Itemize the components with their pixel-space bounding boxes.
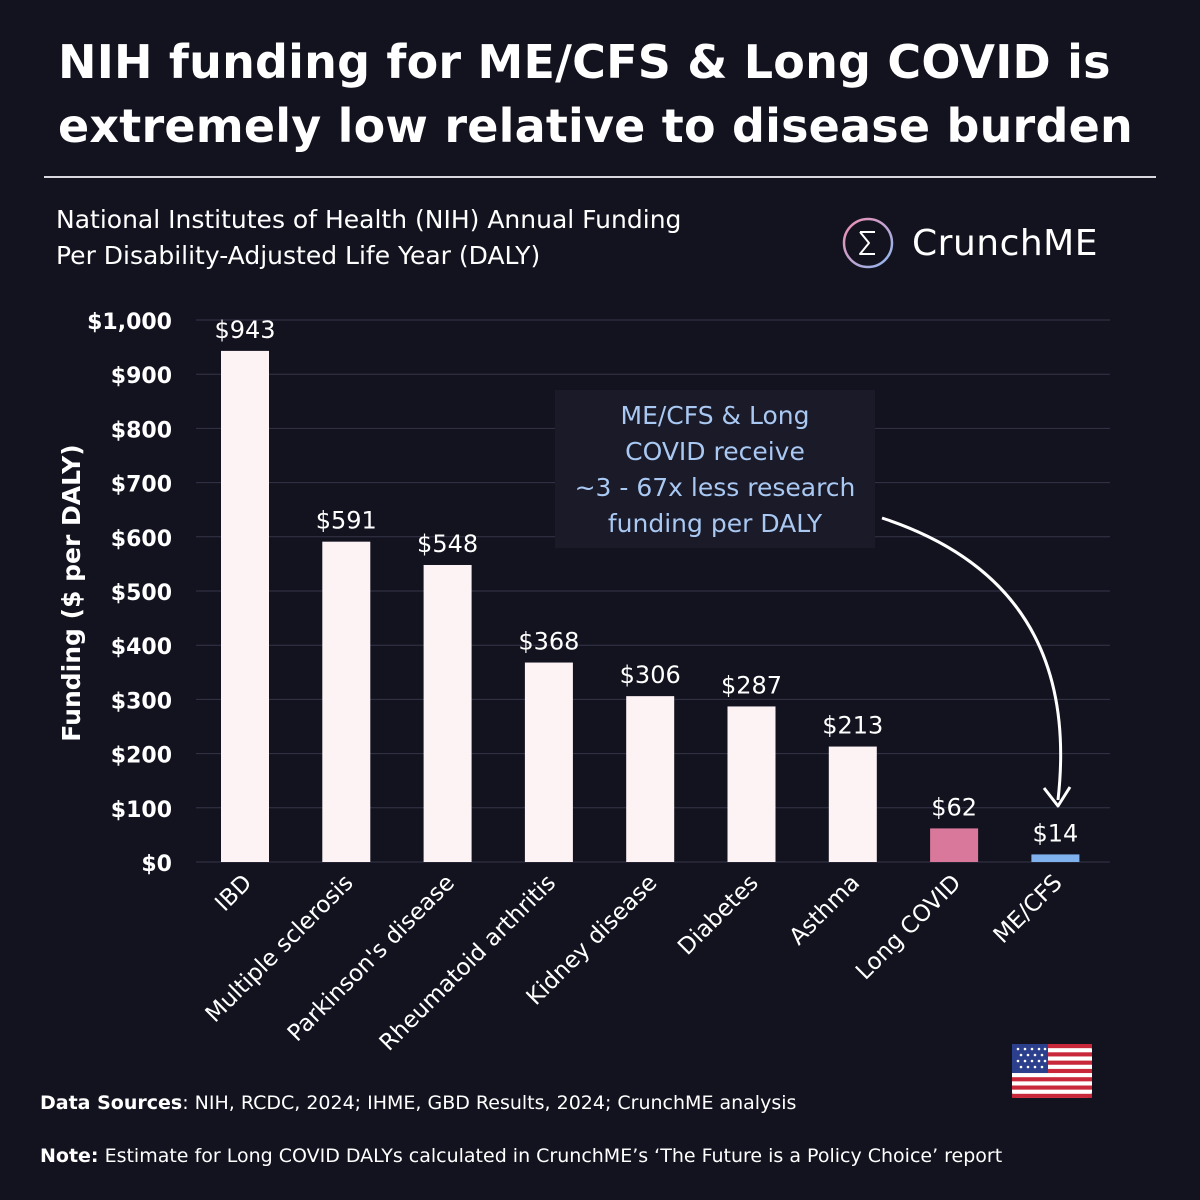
y-tick-label: $100 bbox=[111, 798, 172, 823]
x-tick-label: Long COVID bbox=[851, 870, 966, 985]
x-tick-label: ME/CFS bbox=[989, 870, 1068, 949]
bar-value-label: $306 bbox=[620, 661, 681, 689]
brand-name: CrunchME bbox=[912, 222, 1098, 264]
bar bbox=[322, 541, 371, 862]
bar-value-label: $368 bbox=[518, 628, 579, 656]
y-tick-label: $800 bbox=[111, 418, 172, 443]
annotation: ME/CFS & Long COVID receive ~3 - 67x les… bbox=[555, 390, 1072, 808]
y-tick-label: $700 bbox=[111, 473, 172, 498]
headline: NIH funding for ME/CFS & Long COVID is e… bbox=[58, 30, 1158, 158]
bar bbox=[423, 564, 472, 862]
annotation-arrow bbox=[881, 516, 1063, 801]
headline-line-1: NIH funding for ME/CFS & Long COVID is bbox=[58, 35, 1111, 89]
data-sources-label: Data Sources bbox=[40, 1092, 183, 1114]
bar bbox=[626, 696, 675, 862]
x-tick-label: Asthma bbox=[785, 870, 865, 950]
bar-value-label: $287 bbox=[721, 671, 782, 699]
y-tick-label: $200 bbox=[111, 744, 172, 769]
annotation-line-1: ME/CFS & Long bbox=[621, 401, 810, 430]
chart-subtitle: National Institutes of Health (NIH) Annu… bbox=[56, 202, 816, 274]
bar-value-label: $14 bbox=[1032, 819, 1078, 847]
annotation-box bbox=[555, 390, 875, 548]
y-tick-label: $0 bbox=[141, 852, 172, 877]
x-tick-label: Rheumatoid arthritis bbox=[375, 870, 561, 1056]
bar bbox=[930, 828, 979, 862]
note-label: Note: bbox=[40, 1145, 99, 1167]
x-tick-label: IBD bbox=[210, 870, 257, 917]
us-flag-icon bbox=[1012, 1044, 1092, 1098]
bar bbox=[727, 706, 776, 862]
note: Note: Estimate for Long COVID DALYs calc… bbox=[40, 1145, 1002, 1167]
brand-logo: CrunchME bbox=[840, 216, 1098, 270]
bar bbox=[221, 350, 269, 862]
y-tick-label: $600 bbox=[111, 527, 172, 552]
note-text: Estimate for Long COVID DALYs calculated… bbox=[98, 1145, 1003, 1167]
subtitle-line-1: National Institutes of Health (NIH) Annu… bbox=[56, 205, 682, 234]
x-tick-label: Parkinson's disease bbox=[283, 870, 460, 1047]
y-tick-label: $1,000 bbox=[87, 310, 172, 335]
bar bbox=[828, 746, 877, 862]
y-tick-label: $500 bbox=[111, 581, 172, 606]
y-axis-label: Funding ($ per DALY) bbox=[57, 444, 86, 741]
bar-value-label: $213 bbox=[822, 712, 883, 740]
bar-value-label: $943 bbox=[214, 316, 275, 344]
y-tick-label: $300 bbox=[111, 689, 172, 714]
annotation-line-2: COVID receive bbox=[625, 437, 805, 466]
bar bbox=[524, 662, 573, 862]
bar-chart: $0 $100 $200 $300 $400 $500 $600 $700 $800 $900 $1… bbox=[57, 310, 1110, 1056]
annotation-line-3: ~3 - 67x less research bbox=[575, 473, 856, 502]
annotation-line-4: funding per DALY bbox=[608, 509, 823, 538]
y-tick-label: $900 bbox=[111, 364, 172, 389]
bar-value-label: $62 bbox=[931, 793, 977, 821]
subtitle-line-2: Per Disability-Adjusted Life Year (DALY) bbox=[56, 241, 541, 270]
y-tick-label: $400 bbox=[111, 635, 172, 660]
sigma-icon bbox=[842, 217, 894, 269]
data-sources: Data Sources: NIH, RCDC, 2024; IHME, GBD… bbox=[40, 1092, 796, 1114]
x-tick-label: Diabetes bbox=[673, 870, 764, 961]
data-sources-text: : NIH, RCDC, 2024; IHME, GBD Results, 20… bbox=[182, 1092, 797, 1114]
divider bbox=[44, 176, 1156, 178]
bar-value-label: $548 bbox=[417, 530, 478, 558]
bar bbox=[1031, 854, 1080, 862]
bar-value-label: $591 bbox=[316, 507, 377, 535]
annotation-arrowhead bbox=[1042, 786, 1072, 808]
headline-line-2: extremely low relative to disease burden bbox=[58, 99, 1133, 153]
